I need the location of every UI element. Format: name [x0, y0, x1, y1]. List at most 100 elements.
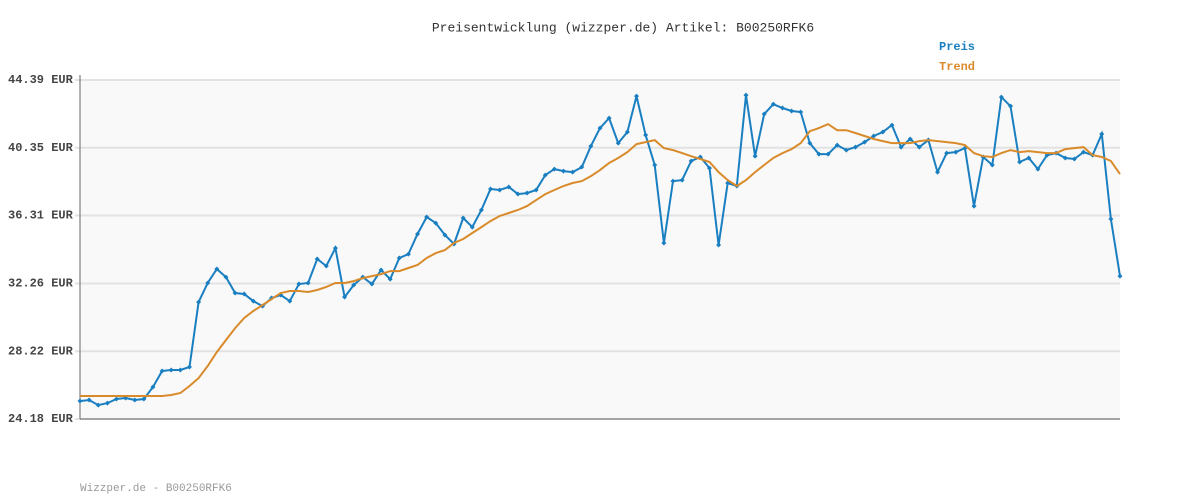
point-marker — [497, 187, 503, 193]
point-marker — [488, 186, 494, 192]
point-marker — [679, 177, 685, 183]
point-marker — [250, 298, 256, 304]
point-marker — [971, 203, 977, 209]
point-marker — [862, 139, 868, 145]
point-marker — [1008, 103, 1014, 109]
point-marker — [515, 191, 521, 197]
point-marker — [1117, 273, 1123, 279]
point-marker — [1099, 131, 1105, 137]
point-marker — [633, 93, 639, 99]
point-marker — [935, 169, 941, 175]
point-marker — [807, 140, 813, 146]
y-tick-label: 28.22 EUR — [8, 344, 74, 358]
point-marker — [287, 298, 293, 304]
point-marker — [643, 132, 649, 138]
point-marker — [588, 143, 594, 149]
point-marker — [150, 384, 156, 390]
chart-title: Preisentwicklung (wizzper.de) Artikel: B… — [432, 20, 814, 35]
point-marker — [953, 149, 959, 155]
y-tick-label: 44.39 EUR — [8, 73, 74, 87]
point-marker — [998, 94, 1004, 100]
footer: Wizzper.de - B00250RFK6 — [80, 483, 232, 495]
point-marker — [232, 290, 238, 296]
y-tick-label: 36.31 EUR — [8, 209, 74, 223]
y-tick-label: 32.26 EUR — [8, 277, 74, 291]
point-marker — [533, 187, 539, 193]
point-marker — [369, 281, 375, 287]
point-marker — [104, 400, 110, 406]
point-marker — [1035, 166, 1041, 172]
point-marker — [761, 111, 767, 117]
y-tick-label: 24.18 EUR — [8, 412, 74, 426]
point-marker — [387, 276, 393, 282]
point-marker — [305, 280, 311, 286]
point-marker — [506, 184, 512, 190]
point-marker — [789, 108, 795, 114]
point-marker — [743, 92, 749, 98]
point-marker — [351, 282, 357, 288]
point-marker — [433, 220, 439, 226]
point-marker — [542, 172, 548, 178]
point-marker — [205, 280, 211, 286]
point-marker — [898, 144, 904, 150]
point-marker — [871, 133, 877, 139]
legend-label: Trend — [939, 60, 975, 74]
point-marker — [186, 364, 192, 370]
legend-label: Preis — [939, 40, 975, 54]
point-marker — [907, 136, 913, 142]
point-marker — [332, 245, 338, 251]
point-marker — [752, 153, 758, 159]
point-marker — [95, 402, 101, 408]
point-marker — [661, 240, 667, 246]
point-marker — [551, 166, 557, 172]
point-marker — [843, 147, 849, 153]
point-marker — [606, 115, 612, 121]
point-marker — [405, 251, 411, 257]
point-marker — [177, 367, 183, 373]
point-marker — [944, 150, 950, 156]
point-marker — [113, 396, 119, 402]
point-marker — [916, 144, 922, 150]
point-marker — [196, 299, 202, 305]
point-marker — [314, 256, 320, 262]
point-marker — [415, 231, 421, 237]
point-marker — [1108, 216, 1114, 222]
point-marker — [478, 207, 484, 213]
point-marker — [342, 294, 348, 300]
plot-area — [80, 80, 1120, 419]
point-marker — [880, 129, 886, 135]
point-marker — [579, 164, 585, 170]
point-marker — [670, 178, 676, 184]
point-marker — [716, 242, 722, 248]
y-tick-label: 40.35 EUR — [8, 141, 74, 155]
point-marker — [1081, 149, 1087, 155]
point-marker — [296, 281, 302, 287]
point-marker — [460, 215, 466, 221]
point-marker — [561, 168, 567, 174]
point-marker — [223, 274, 229, 280]
point-marker — [141, 396, 147, 402]
point-marker — [889, 122, 895, 128]
point-marker — [1026, 155, 1032, 161]
point-marker — [652, 162, 658, 168]
point-marker — [524, 190, 530, 196]
point-marker — [798, 109, 804, 115]
point-marker — [770, 101, 776, 107]
point-marker — [442, 232, 448, 238]
point-marker — [159, 368, 165, 374]
point-marker — [706, 165, 712, 171]
point-marker — [615, 140, 621, 146]
point-marker — [624, 129, 630, 135]
point-marker — [378, 267, 384, 273]
point-marker — [77, 398, 83, 404]
point-marker — [396, 255, 402, 261]
point-marker — [852, 144, 858, 150]
point-marker — [825, 151, 831, 157]
point-marker — [241, 291, 247, 297]
point-marker — [86, 397, 92, 403]
point-marker — [424, 214, 430, 220]
point-marker — [570, 169, 576, 175]
point-marker — [816, 151, 822, 157]
point-marker — [989, 162, 995, 168]
